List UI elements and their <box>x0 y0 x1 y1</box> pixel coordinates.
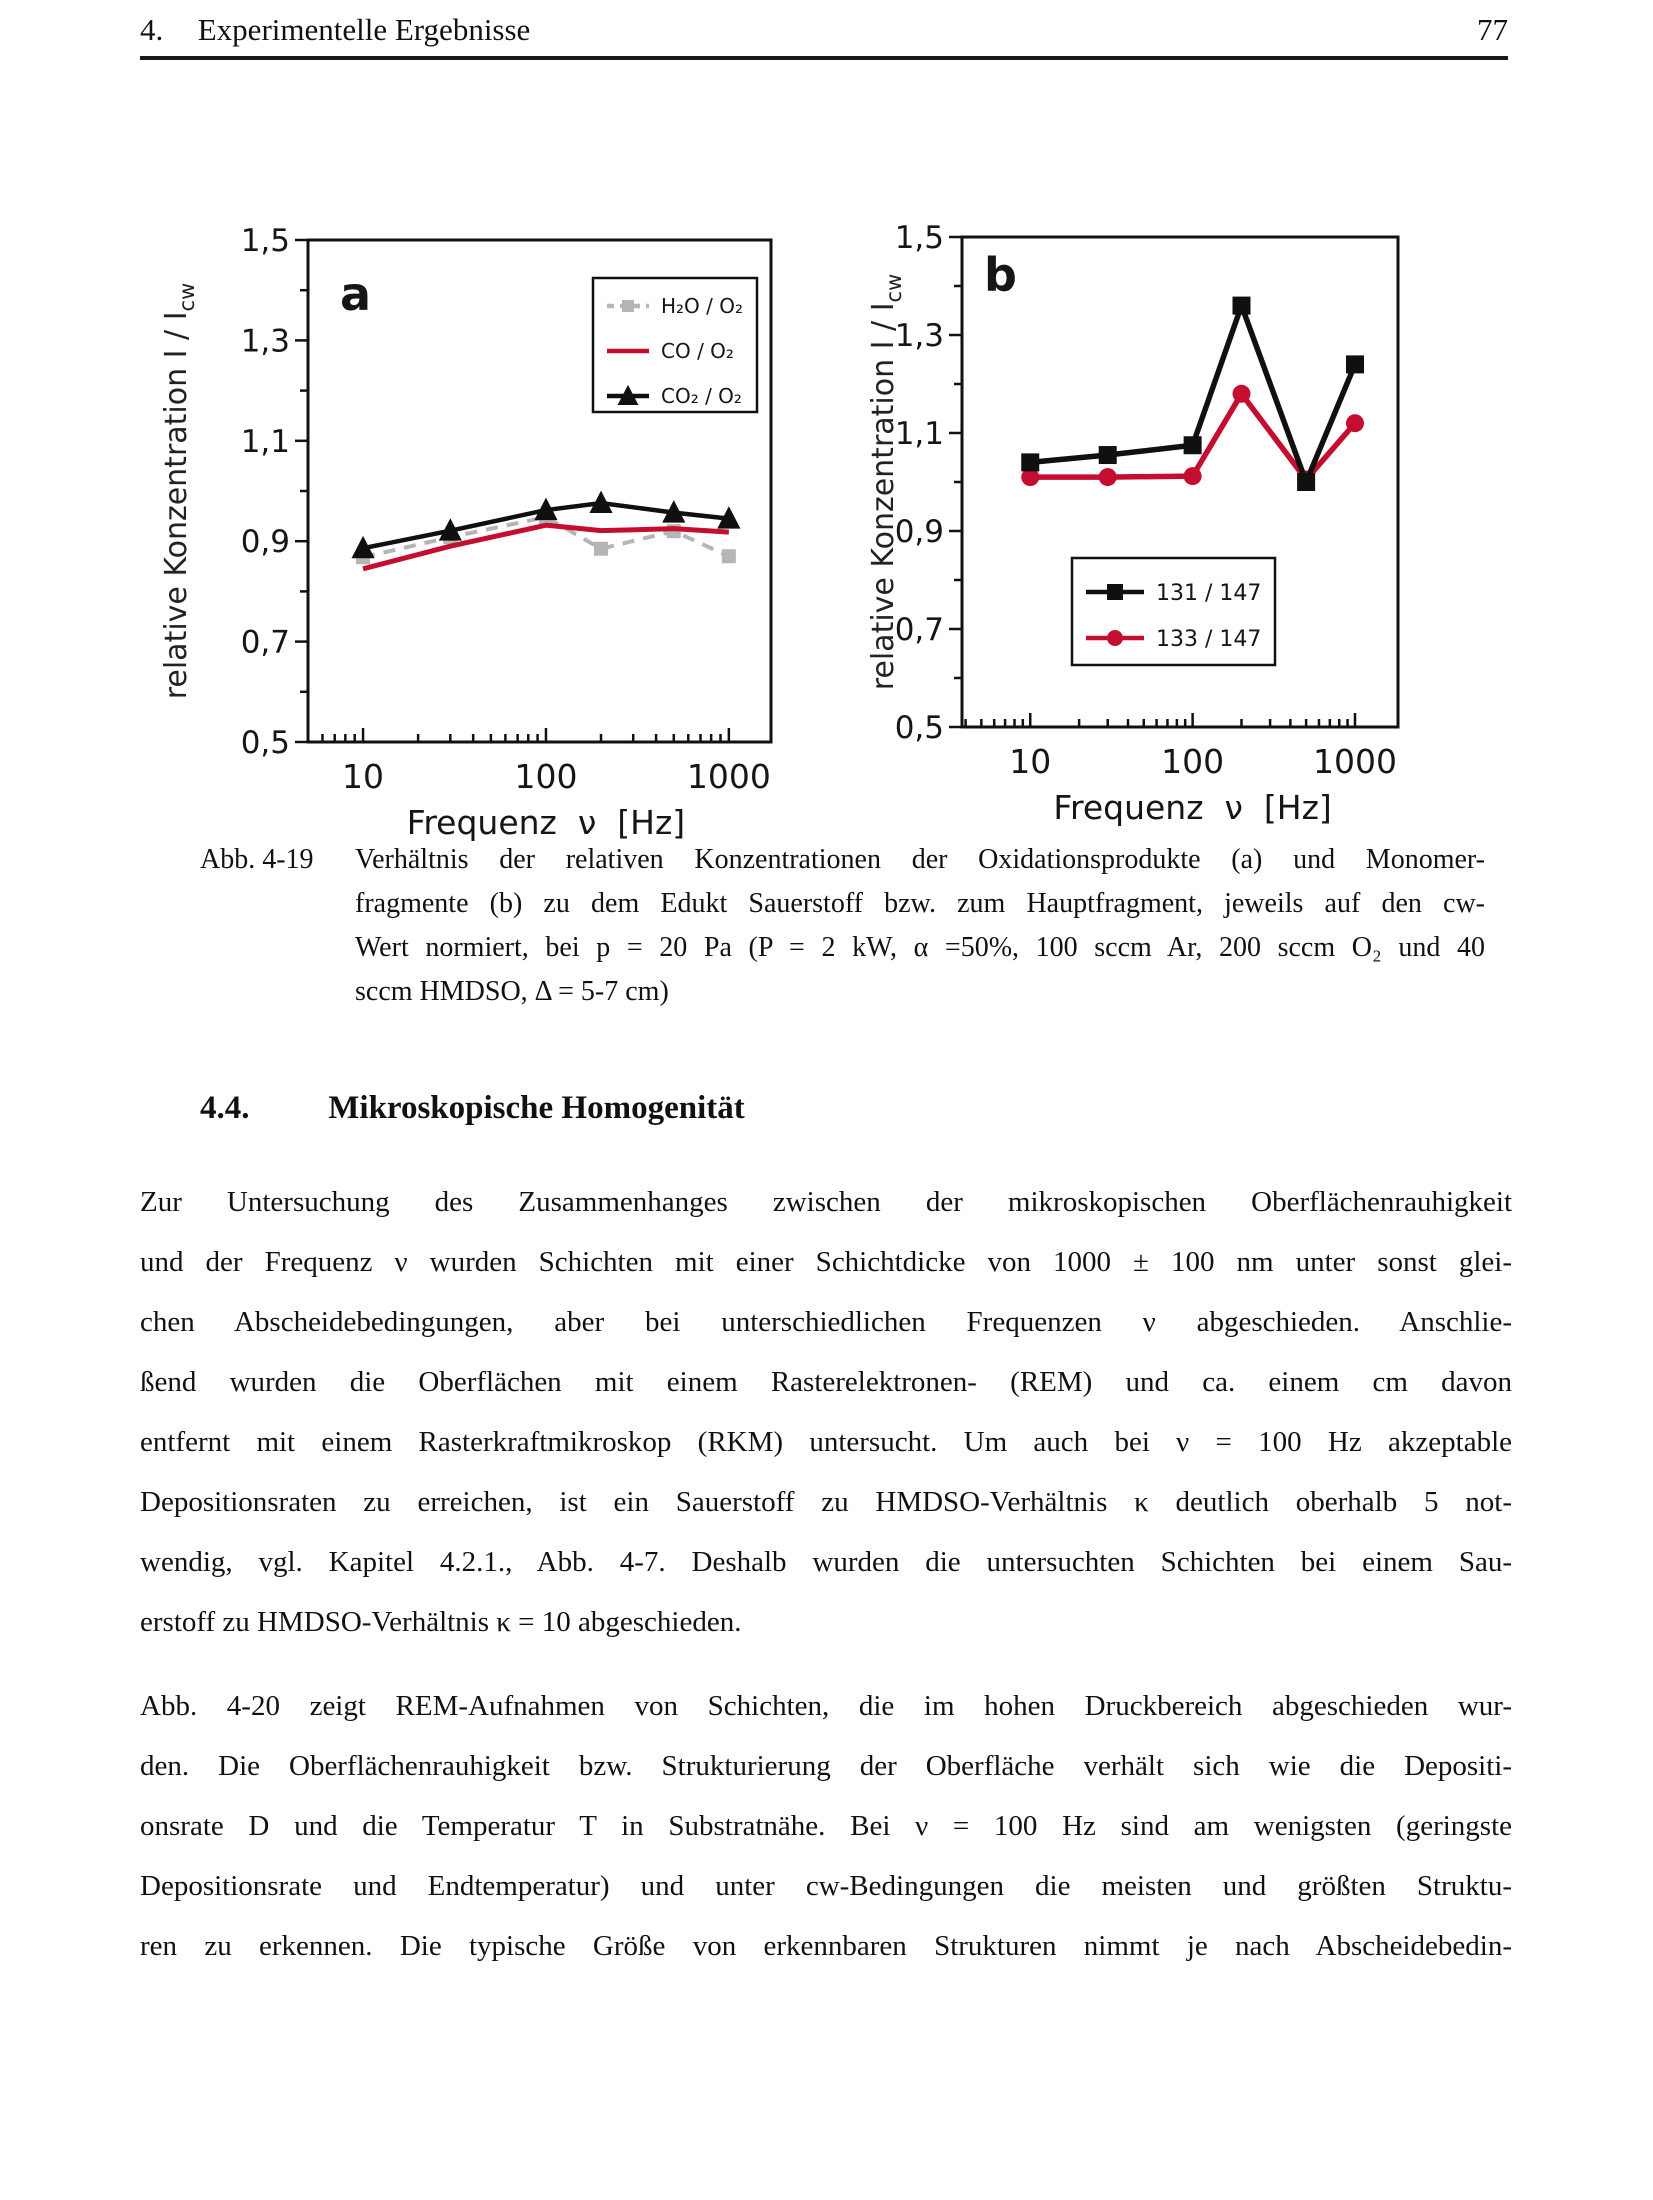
svg-text:10: 10 <box>1009 742 1051 781</box>
body-line: Zur Untersuchung des Zusammenhanges zwis… <box>140 1186 1512 1218</box>
page-header: 4. Experimentelle Ergebnisse 77 <box>140 12 1508 48</box>
svg-text:0,9: 0,9 <box>241 524 290 560</box>
page-number: 77 <box>1477 12 1508 47</box>
caption-line: Wert normiert, bei p = 20 Pa (P = 2 kW, … <box>355 932 1485 963</box>
figure-caption: Abb. 4-19 Verhältnis der relativen Konze… <box>200 838 1485 1014</box>
caption-line: Verhältnis der relativen Konzentrationen… <box>355 844 1485 875</box>
body-line: ßend wurden die Oberflächen mit einem Ra… <box>140 1366 1512 1398</box>
body-line: chen Abscheidebedingungen, aber bei unte… <box>140 1306 1512 1338</box>
svg-text:1,1: 1,1 <box>895 416 944 452</box>
body-paragraph-2: Abb. 4-20 zeigt REM-Aufnahmen von Schich… <box>140 1676 1512 1976</box>
body-line: und der Frequenz ν wurden Schichten mit … <box>140 1246 1512 1278</box>
svg-text:CO₂ / O₂: CO₂ / O₂ <box>661 384 742 408</box>
svg-text:0,7: 0,7 <box>241 625 290 661</box>
svg-text:Frequenz ν [Hz]: Frequenz ν [Hz] <box>1053 788 1331 827</box>
figure-caption-text: Verhältnis der relativen Konzentrationen… <box>355 838 1485 1014</box>
caption-line: sccm HMDSO, Δ = 5-7 cm) <box>355 976 669 1007</box>
svg-text:133 / 147: 133 / 147 <box>1156 627 1261 652</box>
chart-a-y-axis-label: relative Konzentration I / Icw <box>159 231 201 751</box>
body-line: Depositionsraten zu erreichen, ist ein S… <box>140 1486 1512 1518</box>
y-axis-label-text: relative Konzentration I / I <box>866 302 901 691</box>
svg-text:1,5: 1,5 <box>241 223 290 259</box>
chapter-number: 4. <box>140 12 164 47</box>
chapter-title: Experimentelle Ergebnisse <box>197 12 531 47</box>
svg-text:0,7: 0,7 <box>895 612 944 648</box>
body-line: erstoff zu HMDSO-Verhältnis κ = 10 abges… <box>140 1606 742 1638</box>
svg-text:1,3: 1,3 <box>895 318 944 354</box>
body-line: ren zu erkennen. Die typische Größe von … <box>140 1930 1512 1962</box>
chart-b-monomer-fragments: 0,5 0,7 0,9 1,1 1,3 1,5 10 100 1000 Frequenz ν [H… <box>895 220 1400 827</box>
svg-text:Frequenz ν [Hz]: Frequenz ν [Hz] <box>407 803 685 842</box>
body-line: Abb. 4-20 zeigt REM-Aufnahmen von Schich… <box>140 1690 1512 1722</box>
section-title: Mikroskopische Homogenität <box>328 1090 745 1126</box>
svg-text:100: 100 <box>514 757 577 796</box>
svg-text:1,5: 1,5 <box>895 220 944 256</box>
svg-text:1,3: 1,3 <box>241 323 290 359</box>
svg-text:b: b <box>984 248 1017 302</box>
svg-text:H₂O / O₂: H₂O / O₂ <box>661 294 743 318</box>
svg-text:a: a <box>340 267 371 321</box>
svg-text:1000: 1000 <box>687 757 771 796</box>
svg-text:100: 100 <box>1161 742 1224 781</box>
svg-text:0,9: 0,9 <box>895 514 944 550</box>
svg-text:1000: 1000 <box>1313 742 1397 781</box>
chart-b-y-axis-label: relative Konzentration I / Icw <box>866 222 908 742</box>
svg-text:131 / 147: 131 / 147 <box>1156 581 1261 606</box>
body-line: wendig, vgl. Kapitel 4.2.1., Abb. 4-7. D… <box>140 1546 1512 1578</box>
header-rule <box>140 56 1508 60</box>
y-axis-label-subscript: cw <box>882 273 906 303</box>
body-paragraph-1: Zur Untersuchung des Zusammenhanges zwis… <box>140 1172 1512 1652</box>
svg-text:0,5: 0,5 <box>241 725 290 761</box>
svg-text:1,1: 1,1 <box>241 424 290 460</box>
svg-text:CO / O₂: CO / O₂ <box>661 339 734 363</box>
svg-text:10: 10 <box>342 757 384 796</box>
caption-line: fragmente (b) zu dem Edukt Sauerstoff bz… <box>355 888 1485 919</box>
section-number: 4.4. <box>200 1090 250 1126</box>
section-heading: 4.4. Mikroskopische Homogenität <box>200 1090 745 1127</box>
body-line: den. Die Oberflächenrauhigkeit bzw. Stru… <box>140 1750 1512 1782</box>
y-axis-label-subscript: cw <box>175 282 199 312</box>
figure-caption-label: Abb. 4-19 <box>200 844 314 875</box>
body-line: onsrate D und die Temperatur T in Substr… <box>140 1810 1512 1842</box>
body-line: Depositionsrate und Endtemperatur) und u… <box>140 1870 1512 1902</box>
svg-text:0,5: 0,5 <box>895 710 944 746</box>
y-axis-label-text: relative Konzentration I / I <box>159 311 194 700</box>
body-line: entfernt mit einem Rasterkraftmikroskop … <box>140 1426 1512 1458</box>
